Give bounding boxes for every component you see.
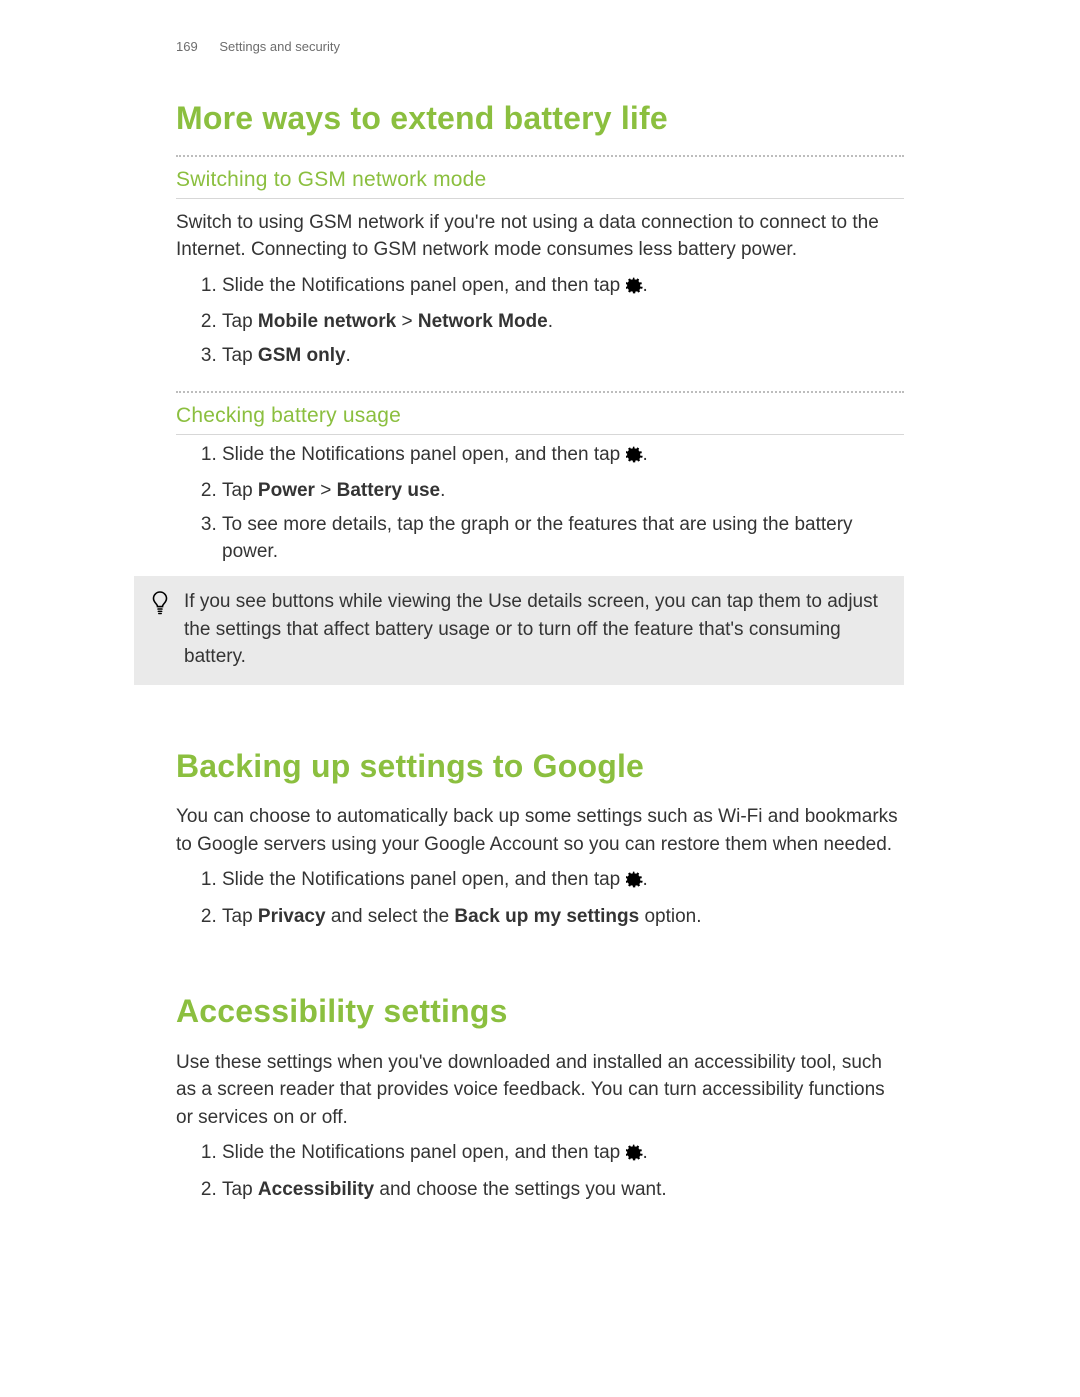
step-bold: Mobile network <box>258 311 396 332</box>
step-text: Slide the Notifications panel open, and … <box>222 1142 626 1163</box>
step-text: . <box>346 345 351 366</box>
steps-list-accessibility: Slide the Notifications panel open, and … <box>176 1139 904 1203</box>
step-text: . <box>643 869 648 890</box>
step-item: To see more details, tap the graph or th… <box>222 511 904 566</box>
step-item: Slide the Notifications panel open, and … <box>222 272 904 303</box>
step-text: Slide the Notifications panel open, and … <box>222 869 626 890</box>
gear-icon <box>626 275 643 303</box>
page-number: 169 <box>176 38 198 57</box>
step-item: Tap GSM only. <box>222 342 904 370</box>
running-header: 169 Settings and security <box>176 38 904 57</box>
step-text: Tap <box>222 311 258 332</box>
step-text: . <box>643 444 648 465</box>
step-text: Slide the Notifications panel open, and … <box>222 444 626 465</box>
subsection-title-gsm: Switching to GSM network mode <box>176 165 904 198</box>
tip-callout: If you see buttons while viewing the Use… <box>134 576 904 685</box>
step-text: Tap <box>222 906 258 927</box>
step-text: To see more details, tap the graph or th… <box>222 514 853 563</box>
step-text: . <box>643 1142 648 1163</box>
step-item: Slide the Notifications panel open, and … <box>222 866 904 897</box>
steps-list-gsm: Slide the Notifications panel open, and … <box>176 272 904 370</box>
step-bold: Privacy <box>258 906 326 927</box>
step-item: Tap Accessibility and choose the setting… <box>222 1176 904 1204</box>
document-page: 169 Settings and security More ways to e… <box>0 0 1080 1273</box>
step-text: . <box>548 311 553 332</box>
step-text: Tap <box>222 480 258 501</box>
step-text: . <box>643 275 648 296</box>
step-item: Slide the Notifications panel open, and … <box>222 1139 904 1170</box>
section-intro-backup: You can choose to automatically back up … <box>176 803 904 858</box>
lightbulb-icon <box>150 590 170 625</box>
gear-icon <box>626 1142 643 1170</box>
step-text: and select the <box>326 906 455 927</box>
step-text: Tap <box>222 345 258 366</box>
step-bold: Network Mode <box>418 311 548 332</box>
step-bold: Battery use <box>337 480 441 501</box>
tip-text: If you see buttons while viewing the Use… <box>184 588 886 671</box>
step-item: Tap Mobile network > Network Mode. <box>222 308 904 336</box>
subsection-title-battery-usage: Checking battery usage <box>176 401 904 434</box>
step-text: and choose the settings you want. <box>374 1179 667 1200</box>
step-text: . <box>440 480 445 501</box>
step-text: option. <box>639 906 701 927</box>
step-item: Slide the Notifications panel open, and … <box>222 441 904 472</box>
steps-list-backup: Slide the Notifications panel open, and … <box>176 866 904 930</box>
subsection-intro-gsm: Switch to using GSM network if you're no… <box>176 209 904 264</box>
step-text: > <box>315 480 337 501</box>
divider-dotted <box>176 155 904 157</box>
step-bold: Accessibility <box>258 1179 374 1200</box>
gear-icon <box>626 869 643 897</box>
section-title-backup: Backing up settings to Google <box>176 743 904 789</box>
step-bold: Power <box>258 480 315 501</box>
section-intro-accessibility: Use these settings when you've downloade… <box>176 1049 904 1132</box>
step-item: Tap Power > Battery use. <box>222 477 904 505</box>
step-text: Slide the Notifications panel open, and … <box>222 275 626 296</box>
divider-dotted <box>176 391 904 393</box>
steps-list-battery-usage: Slide the Notifications panel open, and … <box>176 441 904 566</box>
step-text: > <box>396 311 418 332</box>
step-item: Tap Privacy and select the Back up my se… <box>222 903 904 931</box>
step-bold: Back up my settings <box>454 906 639 927</box>
chapter-name: Settings and security <box>219 39 340 54</box>
step-text: Tap <box>222 1179 258 1200</box>
section-title-battery: More ways to extend battery life <box>176 95 904 141</box>
gear-icon <box>626 444 643 472</box>
step-bold: GSM only <box>258 345 346 366</box>
section-title-accessibility: Accessibility settings <box>176 988 904 1034</box>
